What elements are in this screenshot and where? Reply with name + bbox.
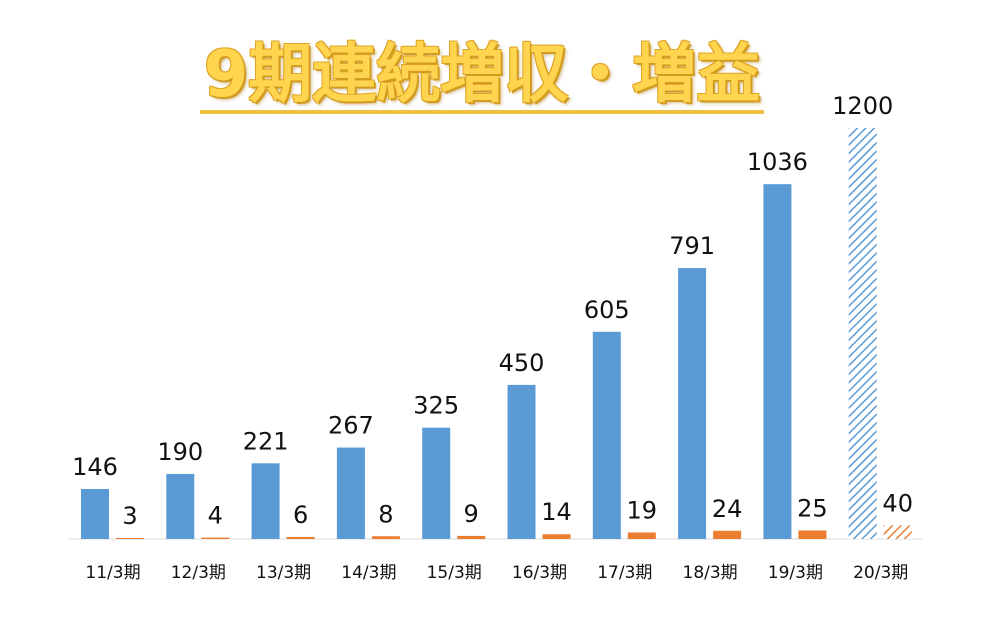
bar-series1-1: [81, 488, 109, 539]
value-label-series2-6: 14: [541, 498, 572, 526]
x-tick-label-3: 13/3期: [256, 563, 311, 583]
value-label-series2-2: 4: [208, 502, 223, 530]
x-tick-label-8: 18/3期: [683, 563, 738, 583]
value-label-series2-10: 40: [882, 489, 913, 517]
bars-group: [81, 128, 912, 540]
value-label-series2-8: 24: [712, 495, 743, 523]
value-label-series2-9: 25: [797, 494, 828, 522]
bar-series2-8: [713, 530, 742, 539]
value-label-series1-8: 791: [669, 232, 715, 260]
x-tick-labels-group: 11/3期 12/3期 13/3期 14/3期 15/3期 16/3期 17/3期 18/3期…: [85, 563, 908, 583]
value-label-series1-2: 190: [157, 438, 203, 466]
bar-series2-1: [116, 537, 144, 539]
bar-series1-9: [763, 184, 792, 540]
x-tick-label-6: 16/3期: [512, 563, 567, 583]
value-label-series1-1: 146: [72, 453, 118, 481]
bar-series1-6: [507, 384, 536, 539]
value-label-series2-3: 6: [293, 501, 308, 529]
x-tick-label-9: 19/3期: [768, 563, 823, 583]
x-tick-label-1: 11/3期: [85, 563, 140, 583]
chart-title-text: 9期連続増収・増益: [199, 40, 765, 115]
value-label-series2-7: 19: [627, 496, 658, 524]
bar-series2-6: [542, 534, 571, 539]
value-label-series2-5: 9: [464, 500, 479, 528]
value-label-series1-3: 221: [243, 427, 289, 455]
x-tick-label-5: 15/3期: [427, 563, 482, 583]
x-tick-label-7: 17/3期: [597, 563, 652, 583]
bar-series1-8: [678, 268, 707, 539]
x-tick-label-4: 14/3期: [341, 563, 396, 583]
bar-series2-3: [286, 536, 315, 539]
bar-series2-5: [457, 535, 486, 539]
x-tick-label-10: 20/3期: [853, 563, 908, 583]
bar-series2-10: [883, 525, 912, 539]
bar-series2-2: [201, 537, 230, 539]
bar-series1-2: [166, 473, 195, 539]
value-label-series1-7: 605: [584, 296, 630, 324]
bar-series2-4: [371, 536, 400, 539]
value-label-series1-5: 325: [413, 392, 459, 420]
bar-series1-10: [848, 128, 877, 539]
bar-series1-5: [422, 427, 451, 539]
bar-series2-7: [627, 532, 656, 539]
value-label-series1-6: 450: [499, 349, 545, 377]
value-label-series1-9: 1036: [747, 148, 808, 176]
chart-title: 9期連続増収・増益: [0, 40, 999, 115]
bar-series1-3: [251, 463, 280, 539]
value-label-series1-4: 267: [328, 412, 374, 440]
value-label-series1-10: 1200: [832, 92, 893, 120]
x-tick-label-2: 12/3期: [171, 563, 226, 583]
bar-series1-4: [336, 447, 365, 539]
value-label-series2-1: 3: [122, 502, 137, 530]
value-label-series2-4: 8: [378, 500, 393, 528]
bar-series2-9: [798, 530, 827, 539]
bar-series1-7: [592, 331, 621, 539]
